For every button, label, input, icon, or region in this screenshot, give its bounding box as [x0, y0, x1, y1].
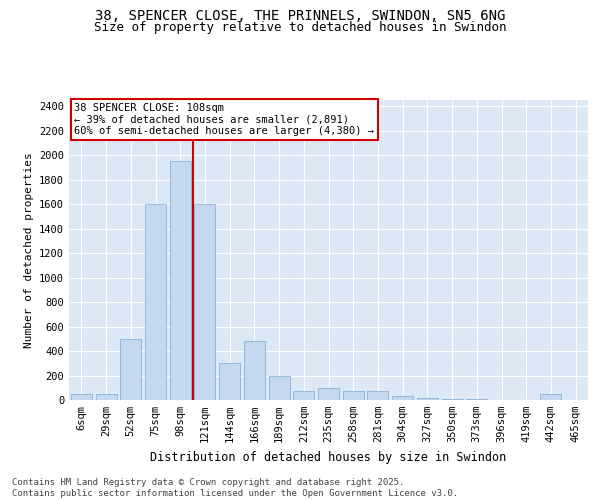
Text: Size of property relative to detached houses in Swindon: Size of property relative to detached ho… [94, 21, 506, 34]
Text: 38, SPENCER CLOSE, THE PRINNELS, SWINDON, SN5 6NG: 38, SPENCER CLOSE, THE PRINNELS, SWINDON… [95, 8, 505, 22]
Bar [120, 339, 141, 400]
Bar [95, 394, 116, 400]
Text: 38 SPENCER CLOSE: 108sqm
← 39% of detached houses are smaller (2,891)
60% of sem: 38 SPENCER CLOSE: 108sqm ← 39% of detach… [74, 103, 374, 136]
Bar [541, 394, 562, 400]
Bar [293, 392, 314, 400]
Bar [343, 392, 364, 400]
Bar [442, 399, 463, 400]
Bar [318, 388, 339, 400]
Text: Contains HM Land Registry data © Crown copyright and database right 2025.
Contai: Contains HM Land Registry data © Crown c… [12, 478, 458, 498]
Bar [392, 396, 413, 400]
Bar [269, 376, 290, 400]
Bar [244, 341, 265, 400]
Bar [194, 204, 215, 400]
Bar [367, 392, 388, 400]
Bar [219, 364, 240, 400]
Bar [71, 394, 92, 400]
Bar [170, 161, 191, 400]
Bar [145, 204, 166, 400]
X-axis label: Distribution of detached houses by size in Swindon: Distribution of detached houses by size … [151, 450, 506, 464]
Bar [417, 398, 438, 400]
Y-axis label: Number of detached properties: Number of detached properties [23, 152, 34, 348]
